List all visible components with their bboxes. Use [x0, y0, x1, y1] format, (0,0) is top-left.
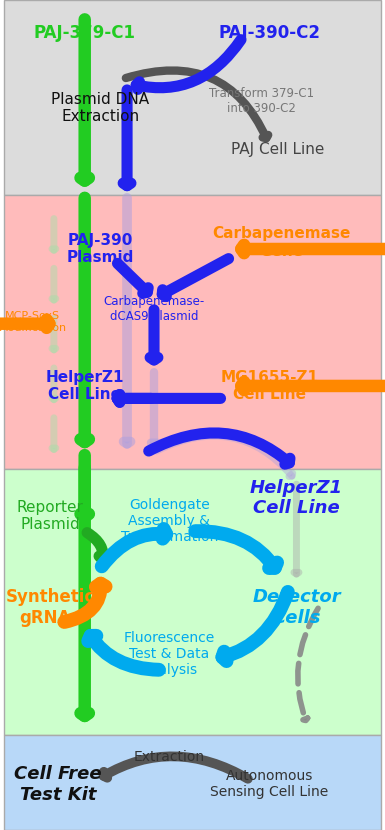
Text: Fluorescence
Test & Data
Analysis: Fluorescence Test & Data Analysis — [124, 631, 215, 677]
Text: PAJ-390
Plasmid: PAJ-390 Plasmid — [67, 232, 134, 266]
Text: Extraction: Extraction — [134, 750, 205, 764]
Bar — [4, 735, 381, 830]
Text: Autonomous
Sensing Cell Line: Autonomous Sensing Cell Line — [210, 769, 329, 799]
Text: Plasmid DNA
Extraction: Plasmid DNA Extraction — [51, 91, 149, 124]
Bar — [4, 469, 381, 735]
Text: MCP-SoxS
Modification: MCP-SoxS Modification — [0, 311, 67, 333]
Text: Synthetic
gRNAs: Synthetic gRNAs — [5, 588, 95, 627]
Text: PAJ Cell Line: PAJ Cell Line — [231, 142, 324, 157]
Bar — [4, 195, 381, 469]
Text: Carbapenemase
Gene: Carbapenemase Gene — [212, 226, 350, 259]
Text: Transform 379-C1
into 390-C2: Transform 379-C1 into 390-C2 — [209, 87, 315, 115]
Text: Goldengate
Assembly &
Tranformation: Goldengate Assembly & Tranformation — [121, 498, 218, 544]
Text: HelperZ1
Cell Line: HelperZ1 Cell Line — [45, 369, 124, 403]
Text: Reporter
Plasmid: Reporter Plasmid — [17, 500, 84, 533]
Text: Detector
Cells: Detector Cells — [252, 588, 341, 627]
Text: PAJ-390-C2: PAJ-390-C2 — [219, 24, 320, 42]
Text: Carbapenemase-
dCAS9 Plasmid: Carbapenemase- dCAS9 Plasmid — [104, 295, 204, 323]
Text: Cell Free
Test Kit: Cell Free Test Kit — [14, 765, 102, 803]
Text: MG1655-Z1
Cell Line: MG1655-Z1 Cell Line — [221, 369, 318, 403]
Bar — [4, 0, 381, 195]
Text: PAJ-379-C1: PAJ-379-C1 — [34, 24, 136, 42]
Text: HelperZ1
Cell Line: HelperZ1 Cell Line — [250, 479, 343, 517]
